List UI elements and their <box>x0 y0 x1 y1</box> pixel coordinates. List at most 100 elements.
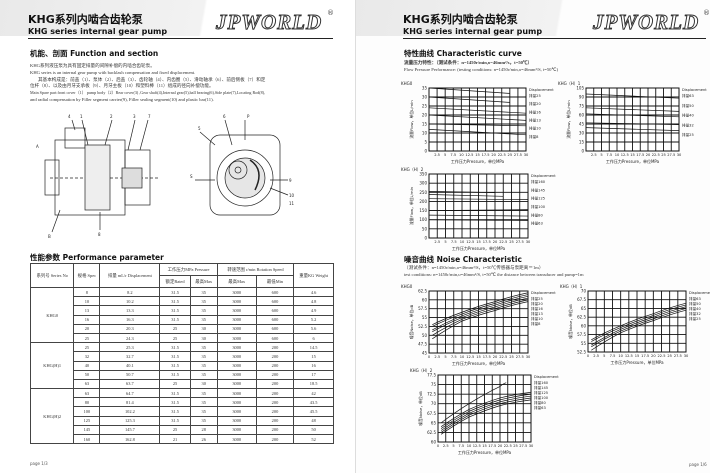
table-row: 160 162.8 21 26 3000 200 52 <box>31 433 334 445</box>
th-rated: 额定Rated <box>159 275 191 288</box>
legend-item: 排量25 <box>689 316 701 321</box>
y-tick-label: 105 <box>576 86 584 91</box>
series-line <box>440 399 532 435</box>
table-cell: 200 <box>255 424 295 436</box>
x-tick-label: 10 <box>467 444 472 448</box>
table-cell: 25 <box>159 332 191 344</box>
brand-logo: JPWORLD <box>592 10 700 35</box>
callout-a: A <box>36 144 39 149</box>
y-tick-label: 50 <box>422 333 428 338</box>
performance-title: 性能参数 Performance parameter <box>30 253 164 262</box>
table-cell: 31.5 <box>159 397 191 408</box>
series-cell: KHG(H)2 <box>29 388 75 445</box>
header-divider <box>403 38 706 39</box>
table-cell: 17 <box>293 369 334 380</box>
y-tick-label: 60 <box>422 297 428 302</box>
th-speed-max: 最高Max <box>216 275 257 288</box>
x-tick-label: 7.5 <box>606 153 612 157</box>
legend-item: 排量32 <box>689 311 701 316</box>
series-line <box>432 292 529 325</box>
legend-item: 排量160 <box>531 179 546 184</box>
legend-item: 排量20 <box>529 101 541 106</box>
y-tick-label: 70 <box>431 401 437 406</box>
callout-1: 1 <box>80 114 83 119</box>
series-line <box>440 393 532 429</box>
th-series: 系列号 Series No <box>29 263 75 288</box>
x-tick-label: 15 <box>635 354 640 358</box>
legend-item: 排量25 <box>529 93 541 98</box>
table-cell: 200 <box>255 351 295 362</box>
series-line <box>428 114 527 121</box>
x-tick-label: 17.5 <box>483 240 491 244</box>
series-line <box>428 219 529 221</box>
x-tick-label: 2.5 <box>434 153 440 157</box>
table-cell: 30 <box>189 323 218 334</box>
y-tick-label: 67.5 <box>577 297 586 302</box>
x-tick-label: 10 <box>459 153 464 157</box>
y-tick-label: 75 <box>579 104 585 109</box>
legend-item: 排量80 <box>534 400 546 405</box>
table-cell: 25.3 <box>99 342 161 353</box>
desc-line: KHG series is an internal gear pump with… <box>30 69 196 75</box>
x-tick-label: 15 <box>630 153 635 157</box>
x-tick-label: 20 <box>498 444 503 448</box>
table-cell: 63.7 <box>99 378 161 390</box>
y-tick-label: 62.5 <box>418 289 427 294</box>
right-page: KHG系列内啮合齿轮泵 KHG series internal gear pum… <box>355 0 710 473</box>
x-tick-label: 10 <box>618 354 623 358</box>
series-line <box>585 107 680 112</box>
legend-item: 排量25 <box>682 132 694 137</box>
table-cell: 81.4 <box>99 397 161 408</box>
x-tick-label: 2.5 <box>434 355 440 359</box>
table-cell: 3000 <box>216 415 257 426</box>
table-cell: 3000 <box>216 360 257 371</box>
table-cell: 13 <box>73 305 101 316</box>
table-cell: 63 <box>73 388 101 399</box>
series-line <box>591 302 687 341</box>
y-tick-label: 90 <box>579 95 585 100</box>
th-type: 规格 Spec <box>73 263 101 288</box>
callout-7: 7 <box>148 114 151 119</box>
header-band <box>356 0 606 36</box>
table-cell: 31.5 <box>159 305 191 316</box>
x-tick-label: 22.5 <box>657 354 665 358</box>
noise-conditions-cn: （测试条件：n=1450r/min,υ=46mm²/S，t=50℃传感器与泵距离… <box>404 265 544 270</box>
series-line <box>432 299 529 336</box>
table-cell: 31.5 <box>159 369 191 380</box>
table-row: KHG(H)2 63 64.7 31.5 35 3000 200 42 <box>29 388 334 445</box>
table-cell: 3000 <box>216 351 257 362</box>
x-tick-label: 10 <box>460 355 465 359</box>
legend-title: Displacement <box>534 375 559 379</box>
table-cell: 200 <box>255 369 295 380</box>
y-tick-label: 250 <box>419 190 427 195</box>
table-cell: 25 <box>73 332 101 344</box>
table-cell: 3000 <box>216 286 257 298</box>
desc-line: Main Spare part:front cover（1） pump body… <box>30 90 266 96</box>
x-tick-label: 12.5 <box>473 444 481 448</box>
y-axis-label: 噪音Noise，单位dB <box>409 304 414 339</box>
table-cell: 31.5 <box>159 415 191 426</box>
table-cell: 35 <box>189 388 218 399</box>
y-tick-label: 15 <box>579 140 585 145</box>
series-line <box>591 308 687 348</box>
y-axis-label: 流量Flow，单位L/min <box>409 186 414 225</box>
x-tick-label: 7.5 <box>450 153 456 157</box>
y-tick-label: 65 <box>431 420 437 425</box>
x-tick-label: 5 <box>603 354 605 358</box>
legend-item: 排量63 <box>682 93 694 98</box>
x-axis-label: 工作压力Pressure，单位MPa <box>452 245 506 251</box>
description: KHG系列液压泵为具有固定排量的间隙补偿的内啮合齿轮泵。 KHG series … <box>30 63 265 104</box>
table-row: 50 50.7 31.5 35 3000 200 17 <box>31 369 334 380</box>
table-row: KHG(H)1 25 25.3 31.5 35 3000 200 14.5 <box>29 342 334 390</box>
y-tick-label: 200 <box>419 199 427 204</box>
x-axis-label: 工作压力Pressure，单位MPa <box>610 359 664 365</box>
x-tick-label: 27.5 <box>516 355 524 359</box>
x-tick-label: 10 <box>460 240 465 244</box>
table-cell: 600 <box>255 286 295 298</box>
table-cell: 35 <box>189 342 218 353</box>
table-cell: 31.5 <box>159 342 191 353</box>
legend-item: 排量145 <box>531 187 545 192</box>
